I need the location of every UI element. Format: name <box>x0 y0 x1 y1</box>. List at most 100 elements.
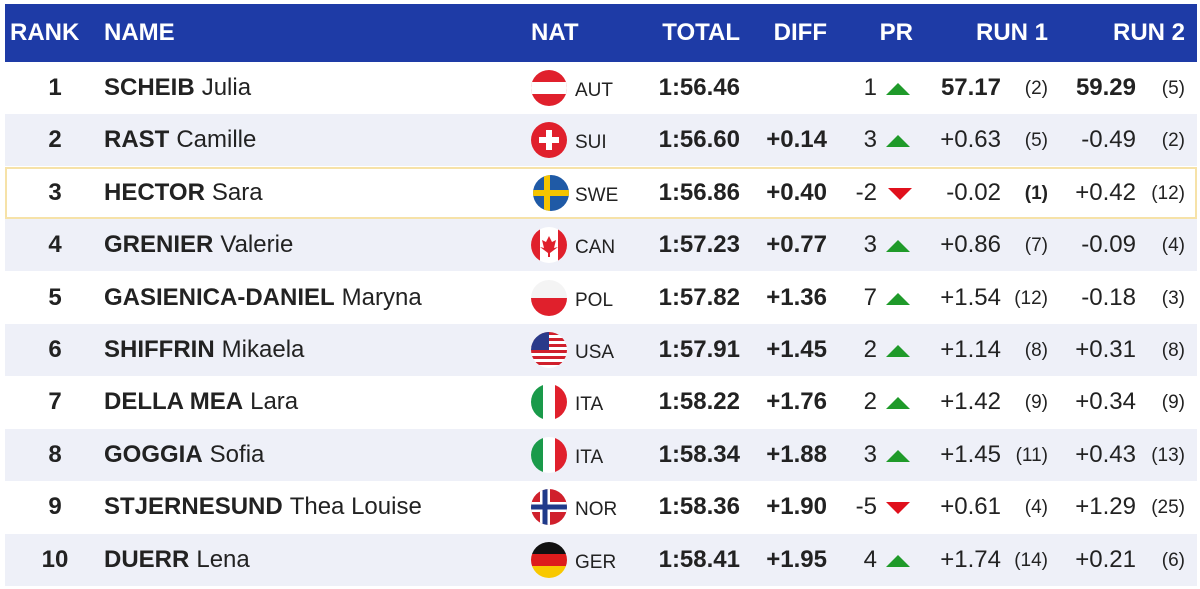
total-time: 1:56.60 <box>658 126 740 154</box>
column-header: NAT <box>531 19 579 46</box>
result-row: 4 GRENIER Valerie CAN 1:57.23 +0.77 3 +0.86 (7) -… <box>5 219 1197 272</box>
diff: +1.90 <box>766 493 827 521</box>
surname: HECTOR <box>104 178 205 206</box>
nation: SUI <box>575 132 607 154</box>
rank: 9 <box>48 493 62 521</box>
rank: 4 <box>48 231 62 259</box>
column-header: RANK <box>10 19 80 46</box>
flag <box>531 70 567 106</box>
given-name: Thea Louise <box>289 493 422 521</box>
rank: 5 <box>48 283 62 311</box>
result-row: 5 GASIENICA-DANIEL Maryna POL 1:57.82 +1.36 7 +… <box>5 272 1197 324</box>
result-row: 2 RAST Camille SUI 1:56.60 +0.14 3 +0.63 (5) -0.4… <box>5 114 1197 167</box>
surname: SCHEIB <box>104 74 195 101</box>
surname: GOGGIA <box>104 440 203 468</box>
total-time: 1:57.91 <box>658 336 740 363</box>
run2-time: +0.42 <box>1075 178 1136 206</box>
column-header: NAME <box>104 19 175 46</box>
given-name: Lena <box>196 545 250 573</box>
result-row: 7 DELLA MEA Lara ITA 1:58.22 +1.76 2 +1.42 (9) +0… <box>5 376 1197 428</box>
nation: POL <box>575 289 614 311</box>
nation: USA <box>575 342 615 363</box>
diff: +0.40 <box>766 178 827 206</box>
athlete-name: SCHEIB Julia <box>104 62 251 114</box>
column-header: DIFF <box>773 19 827 46</box>
athlete-name: SHIFFRIN Mikaela <box>104 324 304 376</box>
rank: 1 <box>48 74 62 101</box>
diff: +1.36 <box>766 283 827 311</box>
run2-time: -0.49 <box>1081 126 1136 154</box>
rank: 3 <box>48 178 62 206</box>
flag <box>533 174 569 211</box>
previous-rank-change: 3 <box>863 440 877 468</box>
previous-rank-change: 3 <box>863 231 877 259</box>
surname: SHIFFRIN <box>104 336 215 363</box>
rank: 2 <box>48 126 62 154</box>
arrow-up <box>886 345 910 357</box>
athlete-name: GOGGIA Sofia <box>104 429 264 481</box>
run1-time: +1.74 <box>940 545 1001 573</box>
run1-rank: (12) <box>1014 287 1048 309</box>
previous-rank-change: 2 <box>863 336 877 363</box>
result-row: 10 DUERR Lena GER 1:58.41 +1.95 4 +1.74 (14) +0.2… <box>5 533 1197 586</box>
run2-rank: (6) <box>1161 549 1185 571</box>
rank: 7 <box>48 388 62 416</box>
given-name: Valerie <box>220 231 294 259</box>
run1-time: +0.86 <box>940 231 1001 259</box>
nation: AUT <box>575 80 613 101</box>
total-time: 1:58.41 <box>658 545 740 573</box>
run1-time: +0.63 <box>940 126 1001 154</box>
previous-rank-change: -5 <box>855 493 877 521</box>
rank: 10 <box>41 545 69 573</box>
surname: GASIENICA-DANIEL <box>104 283 335 311</box>
previous-rank-change: 4 <box>863 545 877 573</box>
run1-rank: (5) <box>1024 130 1048 152</box>
total-time: 1:58.22 <box>658 388 740 416</box>
run2-rank: (25) <box>1151 497 1185 519</box>
previous-rank-change: -2 <box>855 178 877 206</box>
diff: +0.14 <box>766 126 827 154</box>
flag <box>531 384 567 421</box>
run1-rank: (11) <box>1015 444 1048 466</box>
run2-time: +0.31 <box>1075 336 1136 363</box>
run2-rank: (12) <box>1151 182 1185 204</box>
total-time: 1:56.86 <box>658 178 740 206</box>
result-row: 6 SHIFFRIN Mikaela USA 1:57.91 +1.45 2 +1.14 (8)… <box>5 324 1197 376</box>
athlete-name: RAST Camille <box>104 114 256 166</box>
run2-rank: (5) <box>1161 78 1185 99</box>
arrow-up <box>886 83 910 95</box>
total-time: 1:58.34 <box>658 440 740 468</box>
given-name: Sara <box>211 178 263 206</box>
run1-time: +1.14 <box>940 336 1001 363</box>
result-row: 1 SCHEIB Julia AUT 1:56.46 1 57.17 (2) 59.29 (5) <box>5 62 1197 114</box>
athlete-name: GRENIER Valerie <box>104 219 293 271</box>
given-name: Julia <box>201 74 252 101</box>
nation: ITA <box>575 446 604 468</box>
arrow-down <box>886 502 910 515</box>
run1-rank: (8) <box>1024 340 1048 361</box>
nation: SWE <box>575 184 619 206</box>
run2-time: +0.43 <box>1075 440 1136 468</box>
run1-time: +1.42 <box>940 388 1001 416</box>
run2-time: -0.09 <box>1081 231 1136 259</box>
diff: +1.76 <box>766 388 827 416</box>
given-name: Maryna <box>341 283 422 311</box>
athlete-name: STJERNESUND Thea Louise <box>104 481 422 533</box>
run2-rank: (3) <box>1161 287 1185 309</box>
column-header: TOTAL <box>662 19 740 46</box>
surname: DELLA MEA <box>104 388 244 416</box>
arrow-down <box>888 187 912 200</box>
result-row: 9 STJERNESUND Thea Louise NOR 1:58.36 +1.90 -5… <box>5 481 1197 533</box>
run1-rank: (7) <box>1024 235 1048 257</box>
run2-rank: (4) <box>1161 235 1185 257</box>
surname: GRENIER <box>104 231 214 259</box>
header: RANK NAME NAT TOTAL DIFF PR RUN 1 RUN 2 <box>5 4 1197 62</box>
run2-time: +1.29 <box>1075 493 1136 521</box>
total-time: 1:58.36 <box>658 493 740 521</box>
column-header: RUN 2 <box>1112 19 1185 46</box>
run2-time: -0.18 <box>1081 283 1136 311</box>
diff: +1.88 <box>766 440 827 468</box>
arrow-up <box>886 292 910 305</box>
total-time: 1:57.82 <box>658 283 740 311</box>
surname: RAST <box>104 126 170 154</box>
